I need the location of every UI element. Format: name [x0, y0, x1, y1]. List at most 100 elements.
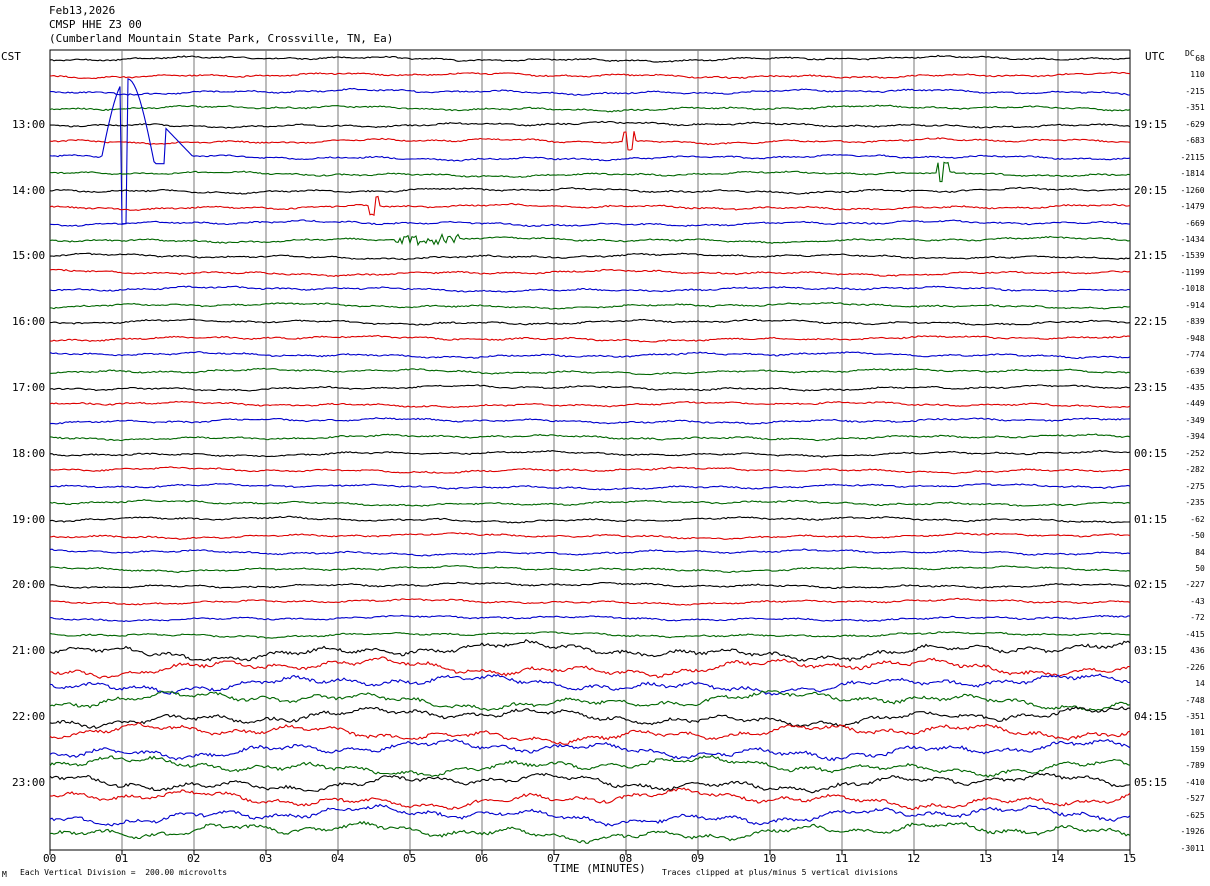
- dc-offset-value: 84: [1195, 547, 1205, 557]
- utc-time-label: 00:15: [1134, 446, 1168, 460]
- trace-row-45: [49, 787, 1131, 811]
- dc-offset-value: -3011: [1180, 843, 1205, 853]
- local-time-label: 13:00: [12, 117, 46, 131]
- trace-row-11: [49, 232, 1131, 247]
- trace-row-15: [49, 301, 1131, 310]
- utc-time-label: 19:15: [1134, 117, 1168, 131]
- utc-time-label: 21:15: [1134, 249, 1168, 263]
- trace-row-4: [50, 120, 1131, 129]
- dc-offset-value: -774: [1185, 350, 1205, 360]
- x-tick-label: 15: [1123, 852, 1137, 865]
- dc-offset-value: -72: [1190, 613, 1205, 623]
- x-tick-label: 06: [475, 852, 489, 865]
- local-timezone-label: CST: [1, 50, 21, 63]
- trace-row-6: [49, 77, 1131, 225]
- local-time-label: 19:00: [12, 512, 46, 526]
- x-tick-label: 01: [115, 852, 129, 865]
- trace-row-18: [49, 351, 1131, 360]
- dc-offset-value: -435: [1185, 383, 1205, 392]
- trace-row-46: [49, 803, 1131, 827]
- dc-offset-value: -1260: [1180, 185, 1205, 195]
- dc-offset-value: -394: [1185, 432, 1205, 442]
- trace-row-39: [49, 690, 1131, 712]
- utc-time-label: 05:15: [1134, 775, 1168, 789]
- station-channel: CMSP HHE Z3 00: [49, 18, 142, 31]
- dc-offset-value: 68: [1195, 54, 1205, 63]
- dc-offset-value: 110: [1190, 70, 1205, 80]
- x-tick-label: 09: [691, 852, 705, 865]
- trace-row-9: [49, 195, 1131, 217]
- trace-row-25: [49, 466, 1131, 475]
- dc-offset-value: -1199: [1180, 267, 1205, 277]
- local-time-label: 15:00: [12, 249, 46, 263]
- record-date: Feb13,2026: [49, 4, 116, 17]
- plot-frame: [49, 49, 1131, 851]
- trace-row-17: [50, 334, 1131, 343]
- trace-row-38: [49, 673, 1131, 696]
- trace-row-5: [49, 131, 1131, 151]
- x-tick-label: 11: [835, 852, 849, 865]
- trace-row-29: [49, 532, 1131, 540]
- dc-offset-value: -252: [1185, 448, 1205, 458]
- dc-offset-value: -50: [1190, 531, 1205, 541]
- x-tick-label: 02: [187, 852, 201, 865]
- trace-row-20: [49, 384, 1130, 392]
- local-time-label: 16:00: [12, 315, 46, 329]
- local-time-label: 20:00: [12, 578, 46, 592]
- dc-offset-value: -351: [1185, 712, 1205, 721]
- trace-row-1: [49, 71, 1131, 80]
- x-tick-label: 14: [1051, 852, 1065, 865]
- trace-row-0: [49, 54, 1131, 63]
- dc-offset-value: 101: [1190, 728, 1205, 738]
- dc-offset-value: -227: [1185, 580, 1205, 590]
- corner-mark: M: [2, 870, 7, 879]
- trace-row-47: [49, 820, 1131, 844]
- dc-offset-value: -1926: [1180, 827, 1205, 837]
- dc-offset-value: -282: [1185, 465, 1205, 475]
- x-tick-label: 00: [43, 852, 57, 865]
- dc-offset-header: DC: [1185, 49, 1195, 58]
- local-time-label: 17:00: [12, 381, 46, 394]
- trace-row-26: [49, 482, 1131, 491]
- dc-offset-value: -349: [1185, 415, 1205, 425]
- dc-offset-value: 436: [1190, 646, 1205, 656]
- trace-row-27: [49, 499, 1131, 507]
- local-time-label: 23:00: [12, 775, 46, 789]
- dc-offset-value: -625: [1185, 810, 1205, 820]
- trace-row-28: [49, 515, 1131, 524]
- dc-offset-value: -226: [1185, 662, 1205, 672]
- trace-row-16: [49, 318, 1131, 326]
- dc-offset-value: -351: [1185, 103, 1205, 113]
- x-tick-label: 08: [619, 852, 633, 865]
- trace-row-41: [49, 722, 1131, 745]
- x-tick-label: 12: [907, 852, 921, 865]
- x-tick-label: 05: [403, 852, 417, 865]
- dc-offset-value: -789: [1185, 761, 1205, 771]
- utc-timezone-label: UTC: [1145, 50, 1165, 63]
- dc-offset-value: -948: [1185, 333, 1205, 343]
- dc-offset-value: -669: [1185, 218, 1205, 228]
- dc-offset-value: -1814: [1180, 169, 1205, 179]
- x-tick-label: 04: [331, 852, 345, 865]
- trace-row-37: [50, 656, 1131, 679]
- utc-time-label: 01:15: [1134, 512, 1168, 526]
- trace-row-42: [49, 738, 1131, 762]
- trace-row-33: [49, 597, 1131, 606]
- x-tick-label: 10: [763, 852, 777, 865]
- trace-row-44: [49, 772, 1131, 794]
- dc-offset-value: -2115: [1180, 152, 1205, 162]
- dc-offset-value: -748: [1185, 695, 1205, 705]
- x-tick-label: 03: [259, 852, 273, 865]
- utc-time-label: 20:15: [1134, 183, 1168, 197]
- utc-time-label: 22:15: [1134, 315, 1168, 329]
- station-location: (Cumberland Mountain State Park, Crossvi…: [49, 32, 394, 45]
- dc-offset-value: -215: [1185, 86, 1205, 96]
- utc-time-label: 03:15: [1134, 644, 1168, 658]
- trace-row-40: [49, 706, 1130, 729]
- trace-row-19: [49, 367, 1131, 376]
- trace-row-13: [49, 268, 1131, 278]
- x-axis-title: TIME (MINUTES): [553, 862, 646, 875]
- clipping-note: Traces clipped at plus/minus 5 vertical …: [662, 868, 899, 877]
- dc-offset-value: -1434: [1180, 234, 1205, 244]
